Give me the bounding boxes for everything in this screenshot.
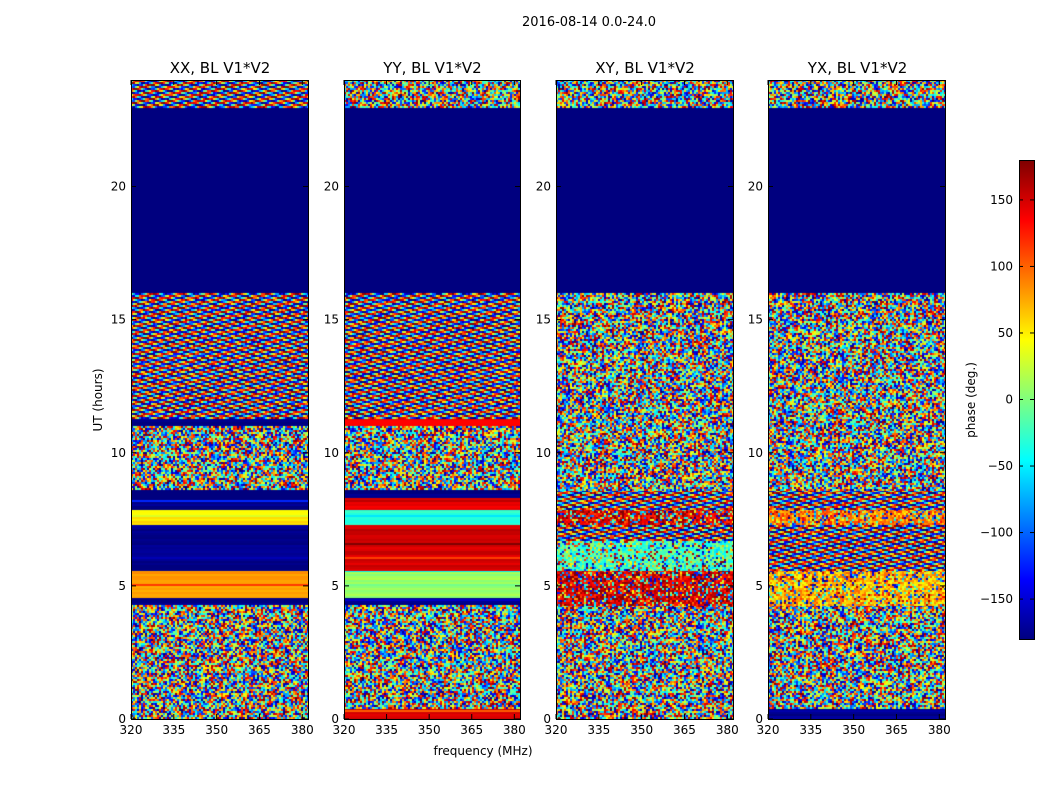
x-tick-label: 335 <box>375 723 398 737</box>
y-tick-label: 5 <box>755 579 763 593</box>
y-axis-label: UT (hours) <box>91 368 105 431</box>
x-tick-label: 365 <box>673 723 696 737</box>
x-tick-label: 350 <box>630 723 653 737</box>
y-tick-label: 5 <box>118 579 126 593</box>
colorbar-tick-label: −150 <box>980 592 1013 606</box>
colorbar-ticks: −150 −100 −50 0 50 100 150 <box>980 193 1034 606</box>
y-tick-label: 0 <box>331 712 339 726</box>
plot-frame <box>768 80 946 720</box>
colorbar-tick-label: 0 <box>1005 393 1013 407</box>
panel-xy: XY, BL V1*V2 320 335 350 365 380 0 5 10 15 20 <box>536 59 739 737</box>
phase-texture <box>556 80 733 719</box>
y-tick-label: 10 <box>111 446 126 460</box>
colorbar-tick-label: 50 <box>998 326 1013 340</box>
x-tick-label: 380 <box>503 723 526 737</box>
x-tick-label: 335 <box>587 723 610 737</box>
panel-title: YX, BL V1*V2 <box>807 59 908 77</box>
panel-title: YY, BL V1*V2 <box>382 59 481 77</box>
y-tick-label: 0 <box>118 712 126 726</box>
plot-frame <box>344 80 521 720</box>
y-tick-label: 10 <box>748 446 763 460</box>
y-tick-label: 15 <box>536 313 551 327</box>
x-tick-label: 365 <box>885 723 908 737</box>
y-tick-label: 0 <box>755 712 763 726</box>
colorbar-tick-label: −50 <box>988 459 1013 473</box>
y-tick-label: 15 <box>324 313 339 327</box>
panel-xx: XX, BL V1*V2 320 335 350 365 380 0 5 10 15 20 <box>111 59 314 737</box>
x-tick-label: 320 <box>333 723 356 737</box>
y-ticks: 0 5 10 15 20 <box>324 180 520 726</box>
x-tick-label: 365 <box>460 723 483 737</box>
y-tick-label: 15 <box>748 313 763 327</box>
y-tick-label: 20 <box>111 180 126 194</box>
panel-title: XY, BL V1*V2 <box>595 59 695 77</box>
x-tick-label: 320 <box>545 723 568 737</box>
y-tick-label: 15 <box>111 313 126 327</box>
x-ticks: 320 335 350 365 380 <box>545 80 739 737</box>
y-tick-label: 20 <box>536 180 551 194</box>
phase-texture <box>131 80 308 719</box>
panel-yy: YY, BL V1*V2 320 335 350 365 380 0 5 10 15 20 <box>324 59 526 737</box>
x-ticks: 320 335 350 365 380 <box>333 80 526 737</box>
y-tick-label: 10 <box>324 446 339 460</box>
heatmap-yx <box>768 80 945 719</box>
x-tick-label: 380 <box>928 723 951 737</box>
phase-texture <box>768 80 945 719</box>
x-tick-label: 350 <box>418 723 441 737</box>
colorbar-tick-label: 100 <box>990 259 1013 273</box>
y-tick-label: 5 <box>331 579 339 593</box>
plot-frame <box>556 80 734 720</box>
x-tick-label: 320 <box>120 723 143 737</box>
y-tick-label: 20 <box>324 180 339 194</box>
y-tick-label: 5 <box>543 579 551 593</box>
x-tick-label: 380 <box>291 723 314 737</box>
phase-texture <box>344 80 520 719</box>
panel-title: XX, BL V1*V2 <box>170 59 271 77</box>
x-tick-label: 335 <box>162 723 185 737</box>
panel-yx: YX, BL V1*V2 320 335 350 365 380 0 5 10 15 20 <box>748 59 951 737</box>
y-ticks: 0 5 10 15 20 <box>536 180 733 726</box>
heatmap-yy <box>344 80 520 719</box>
y-ticks: 0 5 10 15 20 <box>748 180 945 726</box>
heatmap-xx <box>131 80 308 719</box>
x-tick-label: 365 <box>248 723 271 737</box>
x-tick-label: 335 <box>799 723 822 737</box>
figure-title: 2016-08-14 0.0-24.0 <box>522 15 656 30</box>
y-tick-label: 10 <box>536 446 551 460</box>
colorbar: −150 −100 −50 0 50 100 150 phase (deg.) <box>964 160 1035 640</box>
colorbar-tick-label: −100 <box>980 526 1013 540</box>
x-ticks: 320 335 350 365 380 <box>120 80 314 737</box>
heatmap-xy <box>556 80 733 719</box>
x-tick-label: 350 <box>842 723 865 737</box>
colorbar-tick-label: 150 <box>990 193 1013 207</box>
y-ticks: 0 5 10 15 20 <box>111 180 308 726</box>
y-tick-label: 20 <box>748 180 763 194</box>
plot-frame <box>131 80 309 720</box>
y-tick-label: 0 <box>543 712 551 726</box>
x-tick-label: 320 <box>757 723 780 737</box>
x-axis-label: frequency (MHz) <box>433 744 532 758</box>
x-ticks: 320 335 350 365 380 <box>757 80 951 737</box>
x-tick-label: 350 <box>205 723 228 737</box>
x-tick-label: 380 <box>716 723 739 737</box>
colorbar-label: phase (deg.) <box>964 362 978 438</box>
